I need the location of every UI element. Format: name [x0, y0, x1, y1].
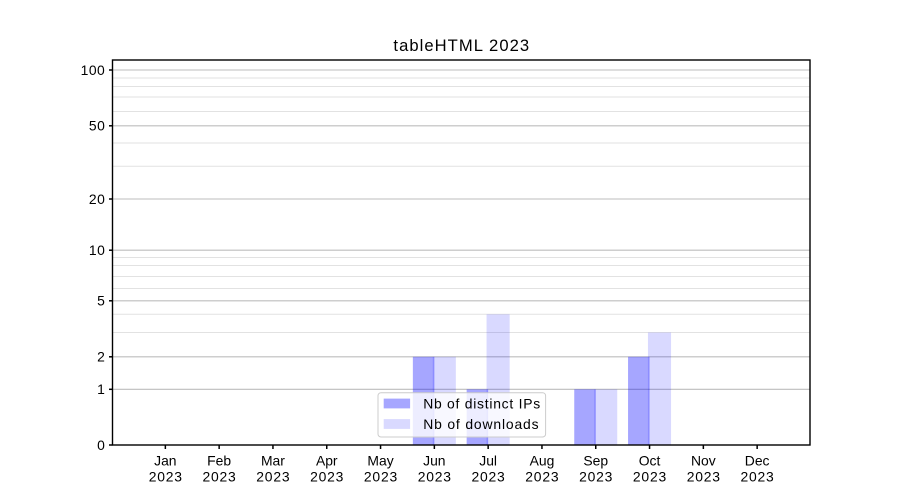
svg-text:0: 0	[97, 437, 105, 453]
svg-text:2023: 2023	[364, 469, 398, 485]
svg-text:2023: 2023	[525, 469, 559, 485]
svg-text:tableHTML 2023: tableHTML 2023	[393, 36, 530, 55]
svg-text:Aug: Aug	[530, 453, 555, 469]
svg-text:5: 5	[97, 293, 105, 309]
svg-text:Jul: Jul	[479, 453, 497, 469]
svg-text:2023: 2023	[256, 469, 290, 485]
svg-text:Jan: Jan	[154, 453, 176, 469]
svg-text:2023: 2023	[310, 469, 344, 485]
svg-text:1: 1	[97, 381, 105, 397]
svg-text:20: 20	[89, 191, 105, 207]
svg-text:2023: 2023	[740, 469, 774, 485]
svg-text:10: 10	[89, 242, 105, 258]
svg-text:Nb of downloads: Nb of downloads	[423, 416, 539, 432]
svg-text:2023: 2023	[633, 469, 667, 485]
svg-text:50: 50	[89, 118, 105, 134]
svg-text:Nov: Nov	[691, 453, 716, 469]
svg-text:2023: 2023	[471, 469, 505, 485]
svg-text:Dec: Dec	[745, 453, 770, 469]
svg-text:2023: 2023	[579, 469, 613, 485]
svg-text:2: 2	[97, 349, 105, 365]
svg-text:2023: 2023	[418, 469, 452, 485]
svg-text:Sep: Sep	[583, 453, 608, 469]
svg-text:2023: 2023	[149, 469, 183, 485]
svg-text:2023: 2023	[687, 469, 721, 485]
svg-text:May: May	[367, 453, 393, 469]
svg-text:Jun: Jun	[423, 453, 445, 469]
svg-text:Apr: Apr	[316, 453, 338, 469]
svg-text:Mar: Mar	[261, 453, 285, 469]
svg-text:2023: 2023	[202, 469, 236, 485]
svg-text:Oct: Oct	[639, 453, 661, 469]
svg-text:Nb of distinct IPs: Nb of distinct IPs	[423, 396, 541, 412]
svg-text:Feb: Feb	[207, 453, 231, 469]
svg-text:100: 100	[81, 62, 106, 78]
